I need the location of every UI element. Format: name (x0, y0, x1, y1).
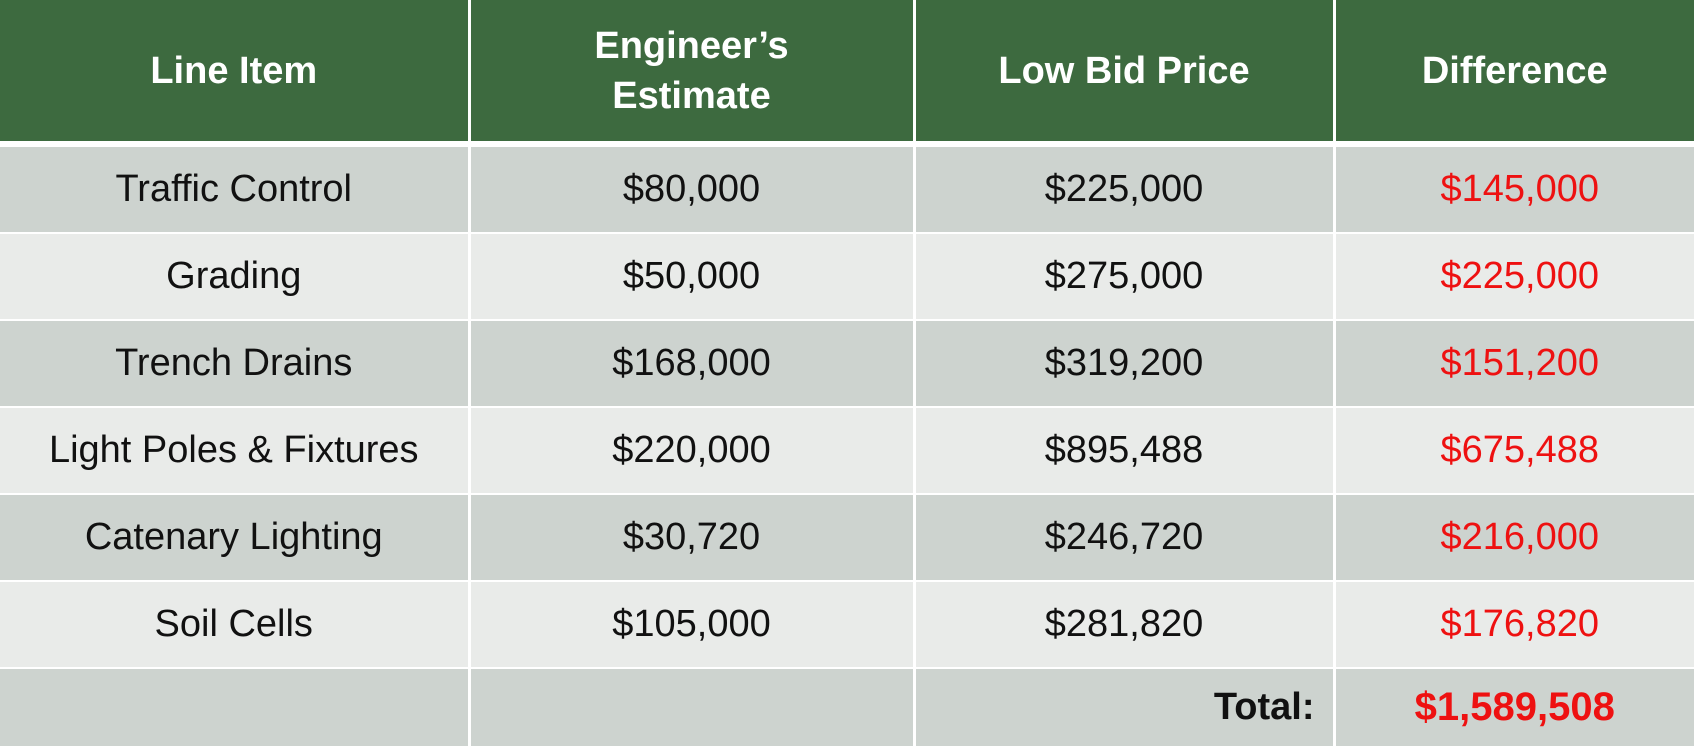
line-item-cell: Catenary Lighting (0, 493, 471, 583)
header-low-bid-price: Low Bid Price (912, 0, 1336, 147)
table-row: Light Poles & Fixtures $220,000 $895,488… (0, 406, 1694, 496)
table-row: Traffic Control $80,000 $225,000 $145,00… (0, 142, 1694, 235)
low-bid-cell: $275,000 (912, 232, 1336, 322)
header-row: Line Item Engineer’s Estimate Low Bid Pr… (0, 0, 1694, 147)
difference-cell: $216,000 (1332, 493, 1694, 583)
table-row: Catenary Lighting $30,720 $246,720 $216,… (0, 493, 1694, 583)
difference-cell: $151,200 (1332, 319, 1694, 409)
difference-cell: $675,488 (1332, 406, 1694, 496)
table-row: Trench Drains $168,000 $319,200 $151,200 (0, 319, 1694, 409)
header-engineers-estimate-label: Engineer’s Estimate (594, 24, 789, 117)
table-row: Soil Cells $105,000 $281,820 $176,820 (0, 580, 1694, 670)
total-label: Total: (912, 667, 1336, 746)
estimate-cell: $168,000 (467, 319, 916, 409)
header-line-item: Line Item (0, 0, 471, 147)
estimate-cell: $30,720 (467, 493, 916, 583)
low-bid-cell: $895,488 (912, 406, 1336, 496)
table-row: Grading $50,000 $275,000 $225,000 (0, 232, 1694, 322)
low-bid-cell: $225,000 (912, 142, 1336, 235)
line-item-cell: Grading (0, 232, 471, 322)
empty-cell (467, 667, 916, 746)
total-row: Total: $1,589,508 (0, 667, 1694, 746)
difference-cell: $225,000 (1332, 232, 1694, 322)
estimate-cell: $80,000 (467, 142, 916, 235)
low-bid-cell: $246,720 (912, 493, 1336, 583)
estimate-cell: $220,000 (467, 406, 916, 496)
line-item-cell: Traffic Control (0, 142, 471, 235)
line-item-cell: Soil Cells (0, 580, 471, 670)
header-difference: Difference (1332, 0, 1694, 147)
low-bid-cell: $281,820 (912, 580, 1336, 670)
difference-cell: $145,000 (1332, 142, 1694, 235)
line-item-cell: Trench Drains (0, 319, 471, 409)
difference-cell: $176,820 (1332, 580, 1694, 670)
empty-cell (0, 667, 471, 746)
estimate-cell: $105,000 (467, 580, 916, 670)
line-item-cell: Light Poles & Fixtures (0, 406, 471, 496)
total-value: $1,589,508 (1332, 667, 1694, 746)
header-engineers-estimate: Engineer’s Estimate (467, 0, 916, 147)
low-bid-cell: $319,200 (912, 319, 1336, 409)
estimate-cell: $50,000 (467, 232, 916, 322)
